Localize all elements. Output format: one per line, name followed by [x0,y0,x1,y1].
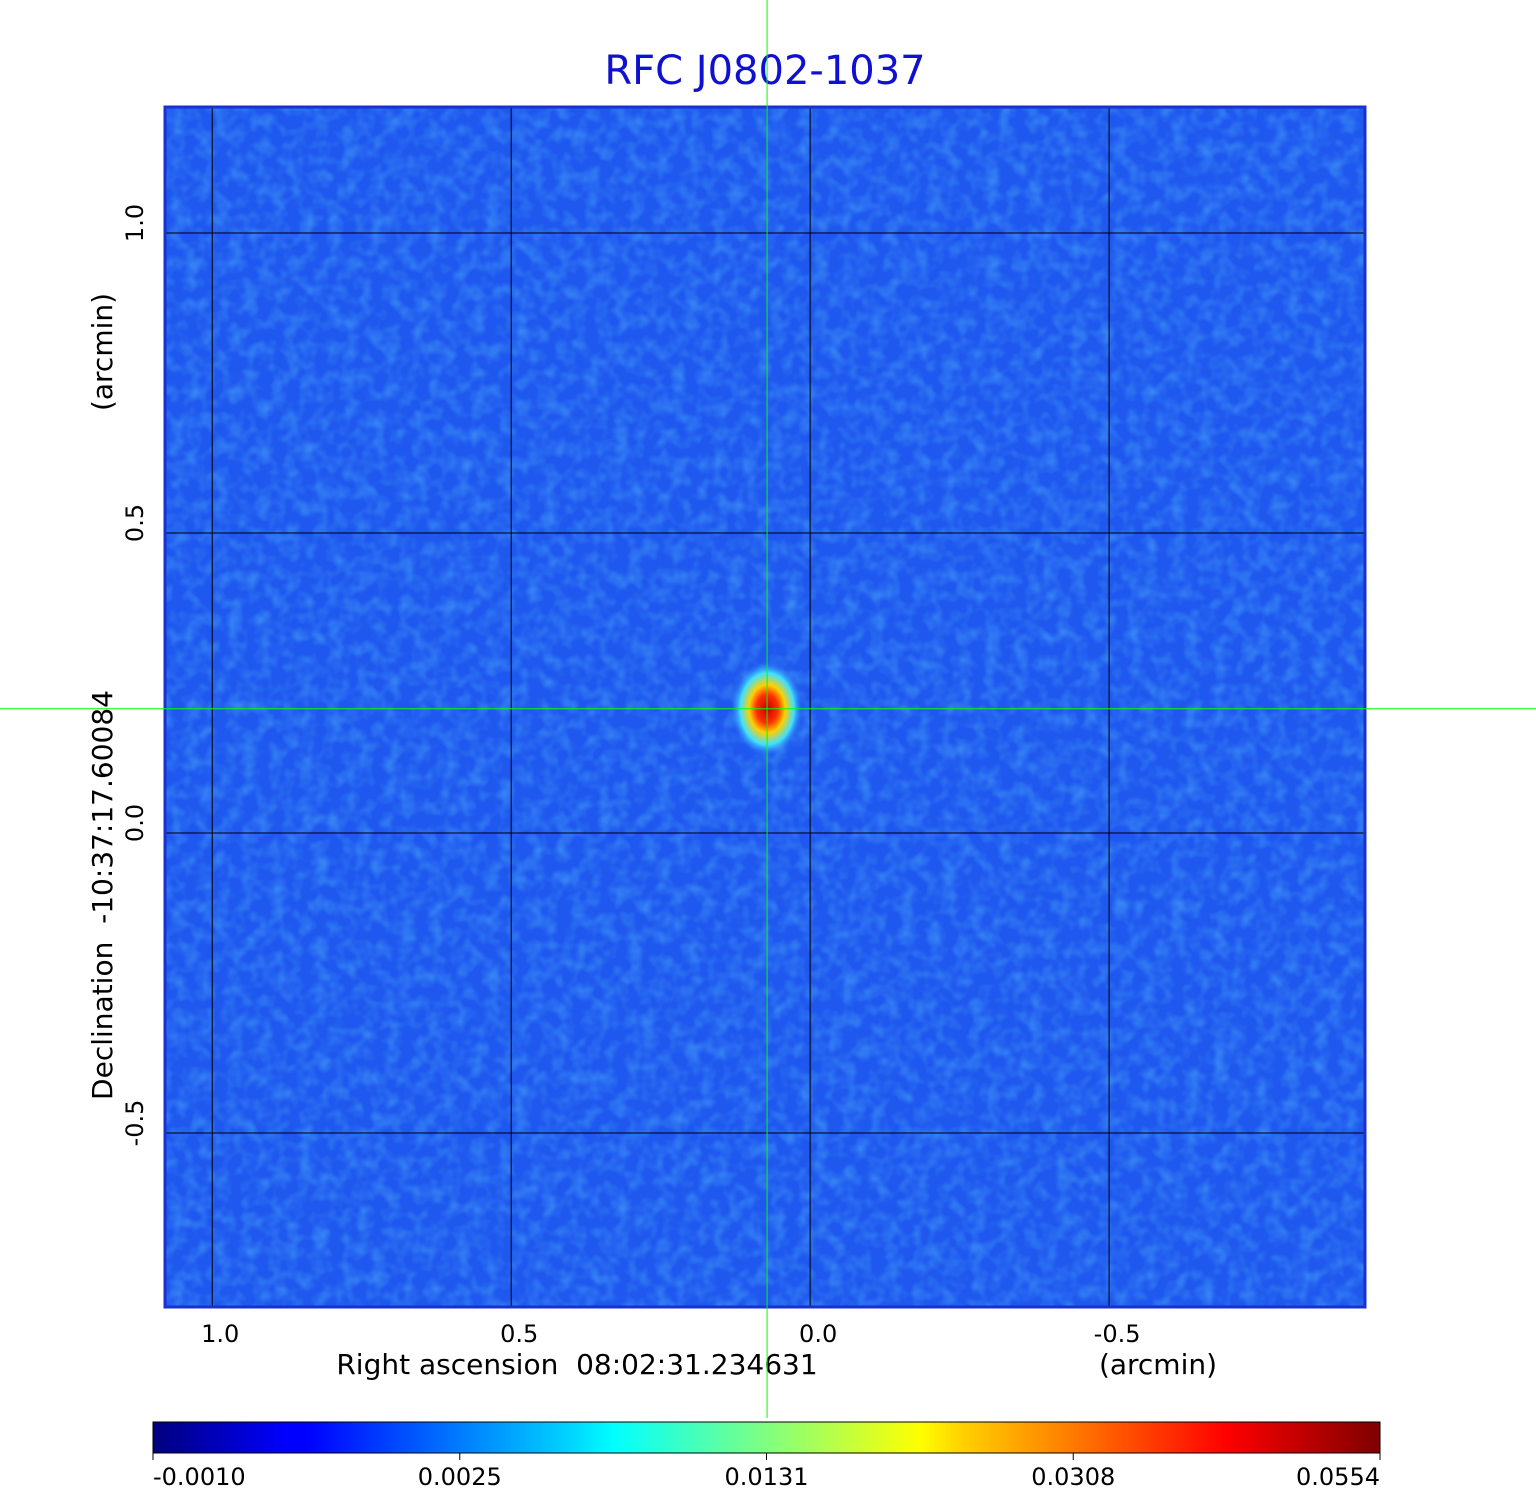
x-tick-label: 1.0 [201,1320,239,1348]
x-tick-label: 0.0 [799,1320,837,1348]
colorbar-tick-label: 0.0554 [1296,1463,1380,1491]
plot-frame [163,105,1367,1309]
x-tick-label: 0.5 [500,1320,538,1348]
y-axis-unit: (arcmin) [86,293,119,411]
y-axis-label: Declination -10:37:17.60084 [86,690,119,1100]
colorbar-tick-label: 0.0308 [1031,1463,1115,1491]
x-tick-label: -0.5 [1094,1320,1141,1348]
y-tick-label: 0.5 [121,504,149,542]
x-axis-label: Right ascension 08:02:31.234631 [336,1348,817,1381]
y-tick-label: -0.5 [121,1100,149,1147]
x-axis-unit: (arcmin) [1099,1348,1217,1381]
y-tick-label: 1.0 [121,204,149,242]
colorbar [152,1421,1381,1454]
y-tick-label: 0.0 [121,804,149,842]
chart-title: RFC J0802-1037 [604,48,925,94]
colorbar-tick-label: 0.0131 [725,1463,809,1491]
colorbar-tick-label: -0.0010 [153,1463,246,1491]
colorbar-tick-label: 0.0025 [418,1463,502,1491]
